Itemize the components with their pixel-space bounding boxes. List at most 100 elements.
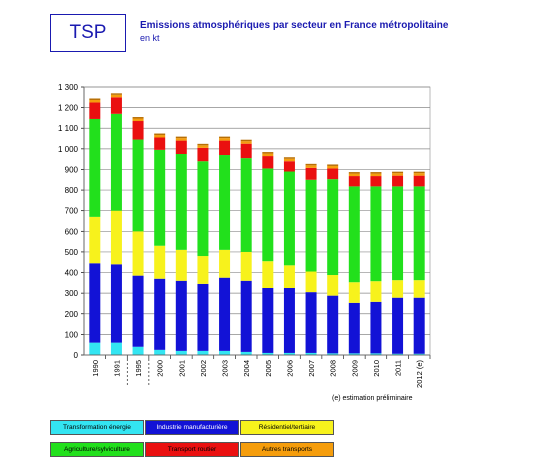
bar-segment-2006-4: [283, 161, 295, 172]
bar-segment-2006-3: [283, 171, 295, 266]
chart-subtitle: en kt: [140, 33, 160, 43]
bar-segment-2008-5: [327, 165, 339, 169]
y-tick-label: 600: [65, 227, 79, 236]
y-tick-label: 900: [65, 165, 79, 174]
bar-segment-2010-0: [370, 353, 382, 355]
bar-cap: [327, 164, 339, 166]
bar-segment-2011-5: [392, 173, 404, 176]
bar-segment-2007-0: [305, 352, 317, 355]
y-tick-label: 700: [65, 207, 79, 216]
bar-segment-2011-1: [392, 297, 404, 354]
bar-segment-2010-2: [370, 281, 382, 302]
bar-cap: [413, 171, 425, 174]
bar-segment-2005-5: [262, 153, 274, 157]
bar-cap: [110, 93, 122, 95]
y-tick-label: 1 200: [58, 104, 79, 113]
bar-segment-2008-4: [327, 168, 339, 180]
bar-segment-2012e-2: [413, 280, 425, 298]
bar-segment-2007-1: [305, 292, 317, 353]
x-tick-label: 1995: [134, 360, 143, 377]
bar-segment-2012e-0: [413, 353, 425, 355]
x-tick-label: 2006: [285, 360, 294, 377]
bar-segment-2012e-4: [413, 175, 425, 187]
y-tick-label: 1 100: [58, 124, 79, 133]
bar-cap: [89, 98, 101, 100]
bar-segment-2011-3: [392, 186, 404, 281]
plot-border: [83, 86, 431, 356]
bar-segment-2011-2: [392, 280, 404, 298]
bar-segment-2002-1: [197, 283, 209, 351]
bar-segment-2004-0: [240, 351, 252, 355]
bar-segment-2002-0: [197, 350, 209, 355]
x-tick-label: 2002: [199, 360, 208, 377]
bar-segment-2009-4: [348, 176, 360, 187]
y-tick-label: 0: [74, 351, 79, 360]
bar-segment-2006-2: [283, 265, 295, 288]
bar-segment-1990-1: [89, 263, 101, 343]
bar-segment-2003-0: [219, 350, 231, 355]
x-tick-label: 2010: [372, 360, 381, 377]
bar-segment-1995-4: [132, 121, 144, 140]
bar-cap: [262, 152, 274, 154]
bar-segment-2002-5: [197, 145, 209, 148]
bar-segment-2012e-5: [413, 173, 425, 176]
y-tick-label: 300: [65, 289, 79, 298]
y-tick-label: 1 000: [58, 145, 79, 154]
bar-segment-2007-2: [305, 271, 317, 293]
legend-label: Agriculture/sylviculture: [64, 446, 130, 453]
bar-segment-2009-3: [348, 186, 360, 283]
bar-cap: [392, 171, 404, 174]
bar-segment-2008-3: [327, 179, 339, 276]
bar-segment-2003-5: [219, 138, 231, 141]
bar-segment-2010-3: [370, 186, 382, 282]
bar-cap: [348, 172, 360, 174]
bar-segment-2001-3: [175, 154, 187, 250]
bar-cap: [175, 136, 187, 139]
bar-segment-2000-1: [154, 278, 166, 350]
x-tick-label: 2011: [394, 360, 403, 376]
bar-segment-2005-0: [262, 352, 274, 355]
bar-segment-2009-2: [348, 282, 360, 303]
x-tick-label: 2004: [242, 360, 251, 377]
y-tick-label: 500: [65, 248, 79, 257]
bar-segment-2009-5: [348, 173, 360, 177]
bar-segment-1995-0: [132, 346, 144, 355]
bar-segment-2008-2: [327, 275, 339, 296]
bar-segment-2003-3: [219, 155, 231, 250]
bar-segment-2012e-3: [413, 186, 425, 281]
bar-segment-1991-0: [110, 342, 122, 355]
bar-segment-2011-4: [392, 175, 404, 187]
legend-label: Transport routier: [167, 446, 217, 453]
bar-segment-2002-4: [197, 147, 209, 162]
bar-segment-1990-4: [89, 102, 101, 119]
bar-segment-1991-2: [110, 210, 122, 265]
x-tick-label: 2000: [156, 360, 165, 377]
bar-segment-2011-0: [392, 353, 404, 355]
legend-label: Résidentiel/tertiaire: [258, 424, 316, 431]
bar-segment-2004-3: [240, 158, 252, 252]
bar-segment-1995-1: [132, 275, 144, 347]
bar-segment-2010-4: [370, 176, 382, 187]
bar-cap: [154, 133, 166, 136]
x-tick-label: 2003: [221, 360, 230, 377]
bar-segment-1995-3: [132, 139, 144, 232]
x-tick-label: 1990: [91, 360, 100, 377]
bar-segment-2002-2: [197, 256, 209, 284]
bar-segment-2012e-1: [413, 297, 425, 354]
bar-cap: [240, 139, 252, 142]
bar-segment-2008-0: [327, 353, 339, 355]
legend-item: Autres transports: [240, 442, 334, 457]
bar-segment-2001-4: [175, 140, 187, 154]
bar-segment-2006-0: [283, 352, 295, 355]
legend-item: Agriculture/sylviculture: [50, 442, 144, 457]
bar-segment-2000-5: [154, 135, 166, 138]
bar-segment-1991-4: [110, 97, 122, 114]
bar-segment-2010-1: [370, 301, 382, 354]
legend-item: Industrie manufacturière: [145, 420, 239, 435]
bar-segment-2004-5: [240, 141, 252, 144]
bar-cap: [197, 143, 209, 146]
x-tick-label: 2009: [350, 360, 359, 377]
bar-segment-2006-5: [283, 158, 295, 162]
y-tick-label: 100: [65, 330, 79, 339]
